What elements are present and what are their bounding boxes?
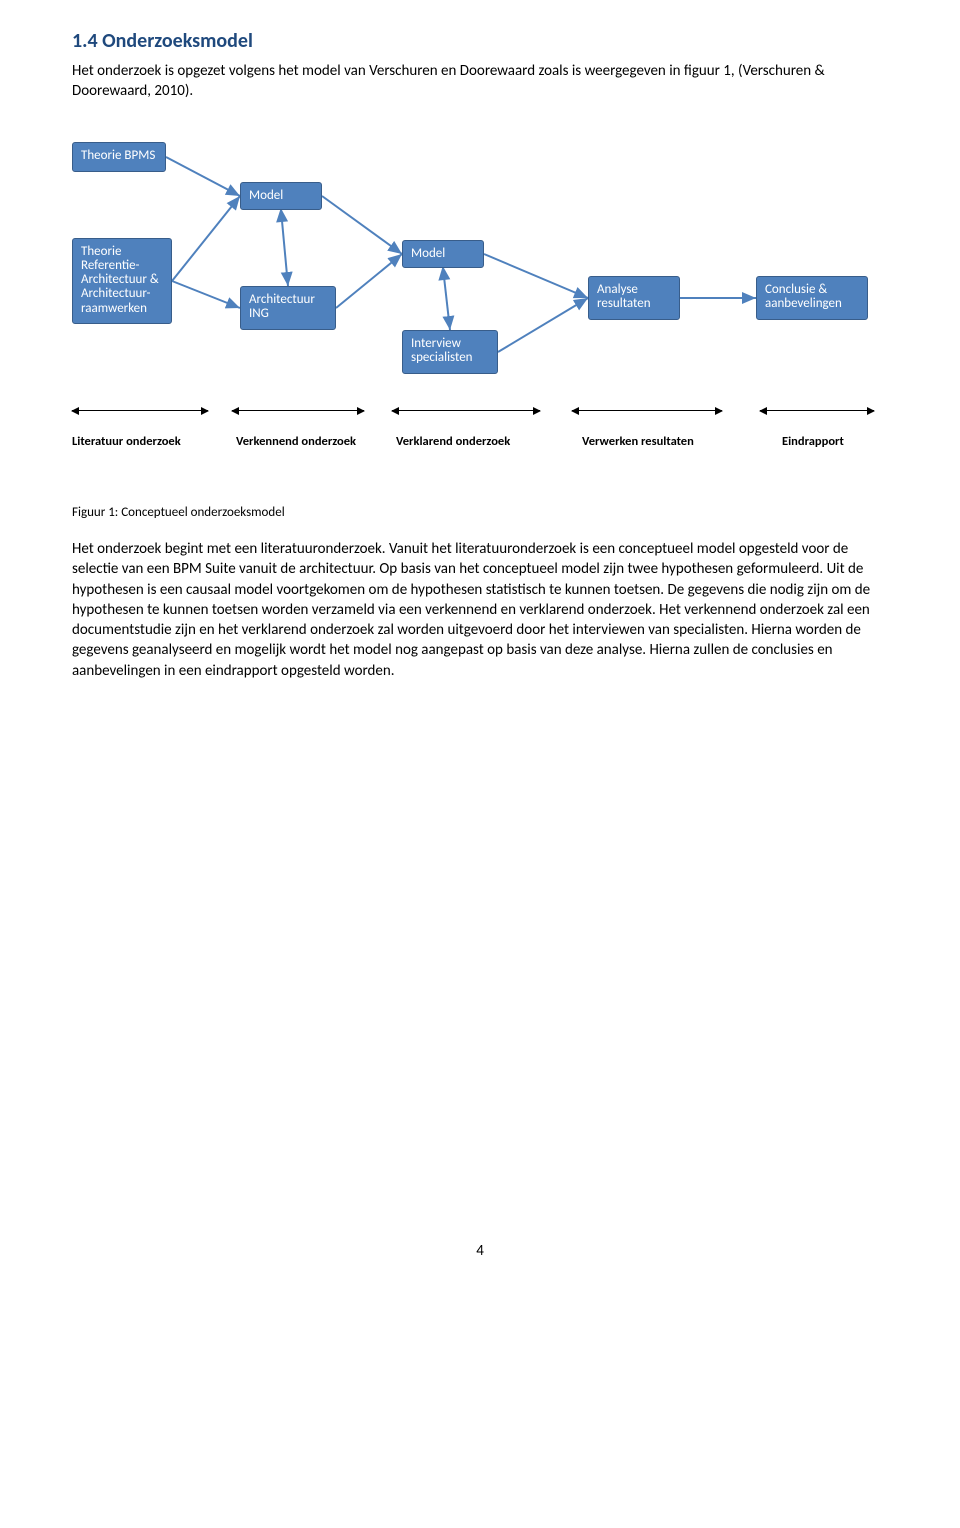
phase-arrow xyxy=(392,410,540,411)
diagram-node: Conclusie &aanbevelingen xyxy=(756,276,868,320)
phase-label: Verklarend onderzoek xyxy=(396,434,510,451)
phase-arrow xyxy=(760,410,874,411)
diagram-node: Model xyxy=(240,182,322,210)
diagram-node: Analyseresultaten xyxy=(588,276,680,320)
phase-arrow xyxy=(572,410,722,411)
phase-label: Literatuur onderzoek xyxy=(72,434,181,451)
research-model-diagram: Theorie BPMS TheorieReferentie-Architectu… xyxy=(72,110,888,490)
phase-arrow xyxy=(232,410,364,411)
diagram-node: TheorieReferentie-Architectuur &Architec… xyxy=(72,238,172,324)
phase-label: Verkennend onderzoek xyxy=(236,434,356,451)
phase-label: Eindrapport xyxy=(782,434,844,451)
phase-label: Verwerken resultaten xyxy=(582,434,694,451)
section-heading: 1.4 Onderzoeksmodel xyxy=(72,28,888,55)
diagram-node: Model xyxy=(402,240,484,268)
intro-paragraph: Het onderzoek is opgezet volgens het mod… xyxy=(72,61,888,102)
phase-arrow xyxy=(72,410,208,411)
body-paragraph: Het onderzoek begint met een literatuuro… xyxy=(72,539,888,681)
diagram-node: ArchitectuurING xyxy=(240,286,336,330)
page-number: 4 xyxy=(72,1241,888,1261)
diagram-node: Interviewspecialisten xyxy=(402,330,498,374)
figure-caption: Figuur 1: Conceptueel onderzoeksmodel xyxy=(72,504,888,522)
diagram-node: Theorie BPMS xyxy=(72,142,166,172)
